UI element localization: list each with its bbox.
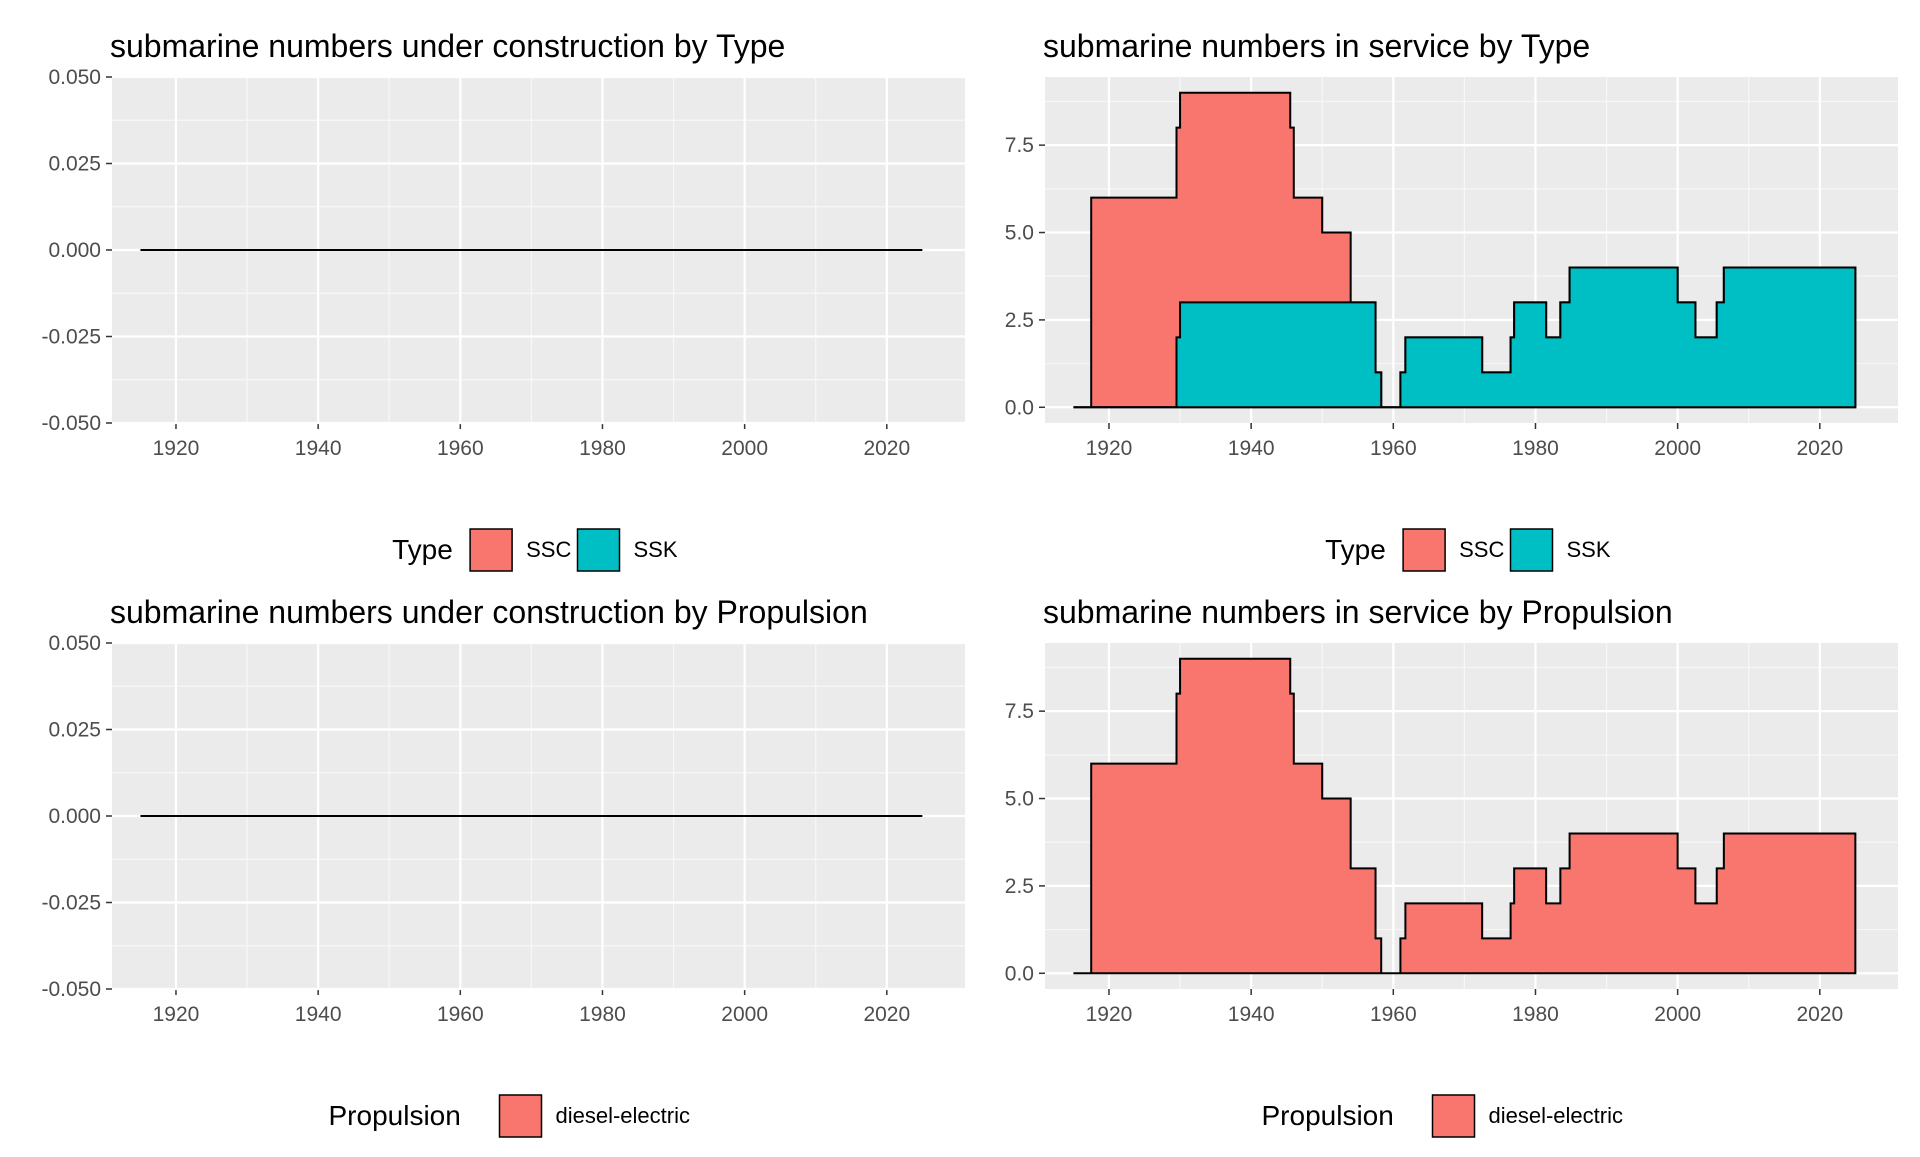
- y-tick-label: -0.050: [41, 978, 101, 1001]
- x-tick-label: 2020: [863, 1003, 910, 1026]
- legend-key-ssk: [576, 528, 621, 572]
- legend-label: SSC: [1459, 537, 1504, 562]
- x-tick-label: 1960: [437, 1003, 484, 1026]
- y-tick-label: 0.025: [48, 153, 101, 176]
- y-tick-label: 0.050: [48, 632, 101, 655]
- x-tick-label: 2020: [1796, 1003, 1843, 1026]
- legend: Type SSC SSK: [392, 528, 678, 572]
- legend-label: SSK: [1567, 537, 1611, 562]
- legend-key-ssc: [469, 528, 513, 572]
- y-tick-label: 0.000: [48, 239, 101, 262]
- legend-title: Propulsion: [329, 1100, 461, 1131]
- y-tick-label: 0.000: [48, 805, 101, 828]
- x-tick-label: 1920: [1086, 1003, 1133, 1026]
- x-tick-label: 1920: [153, 1003, 200, 1026]
- y-tick-label: 0.025: [48, 719, 101, 742]
- y-tick-label: 0.0: [1005, 396, 1034, 419]
- y-tick-label: 5.0: [1005, 788, 1034, 811]
- x-tick-label: 1940: [1228, 1003, 1275, 1026]
- x-tick-label: 1920: [1086, 437, 1133, 460]
- y-tick-label: 7.5: [1005, 700, 1034, 723]
- y-tick-label: 0.050: [48, 66, 101, 89]
- legend-label: diesel-electric: [556, 1103, 691, 1128]
- x-tick-label: 1980: [579, 1003, 626, 1026]
- legend-key-diesel-electric: [1431, 1094, 1476, 1138]
- x-tick-label: 1940: [295, 437, 342, 460]
- legend-title: Propulsion: [1262, 1100, 1394, 1131]
- y-tick-label: 0.0: [1005, 962, 1034, 985]
- chart-title: submarine numbers in service by Type: [1043, 28, 1590, 64]
- legend-key-ssc: [1402, 528, 1446, 572]
- x-tick-label: 2020: [863, 437, 910, 460]
- chart-4: submarine numbers in service by Propulsi…: [1005, 594, 1898, 1138]
- chart-2: submarine numbers in service by Type 1920…: [1005, 28, 1898, 572]
- x-tick-label: 2000: [1654, 437, 1701, 460]
- chart-title: submarine numbers under construction by …: [110, 28, 785, 64]
- legend-label: diesel-electric: [1489, 1103, 1624, 1128]
- legend-label: SSK: [634, 537, 678, 562]
- y-tick-label: 2.5: [1005, 875, 1034, 898]
- x-tick-label: 2000: [1654, 1003, 1701, 1026]
- x-tick-label: 1960: [1370, 437, 1417, 460]
- legend-key-ssk: [1509, 528, 1554, 572]
- x-tick-label: 1960: [437, 437, 484, 460]
- y-tick-label: 5.0: [1005, 222, 1034, 245]
- legend-key-diesel-electric: [498, 1094, 543, 1138]
- x-tick-label: 1940: [295, 1003, 342, 1026]
- chart-title: submarine numbers under construction by …: [110, 594, 868, 630]
- legend: Propulsion diesel-electric: [329, 1094, 691, 1138]
- x-tick-label: 1960: [1370, 1003, 1417, 1026]
- x-tick-label: 1980: [1512, 437, 1559, 460]
- chart-1: submarine numbers under construction by …: [41, 28, 965, 572]
- y-tick-label: -0.050: [41, 412, 101, 435]
- x-tick-label: 2000: [721, 437, 768, 460]
- legend-label: SSC: [526, 537, 571, 562]
- chart-3: submarine numbers under construction by …: [41, 594, 965, 1138]
- legend: Type SSC SSK: [1325, 528, 1611, 572]
- x-tick-label: 2020: [1796, 437, 1843, 460]
- y-tick-label: -0.025: [41, 892, 101, 915]
- y-tick-label: 7.5: [1005, 134, 1034, 157]
- series-area-diesel-electric: [1073, 657, 1857, 975]
- y-tick-label: 2.5: [1005, 309, 1034, 332]
- chart-title: submarine numbers in service by Propulsi…: [1043, 594, 1673, 630]
- x-tick-label: 1940: [1228, 437, 1275, 460]
- legend-title: Type: [1325, 534, 1386, 565]
- x-tick-label: 2000: [721, 1003, 768, 1026]
- legend: Propulsion diesel-electric: [1262, 1094, 1624, 1138]
- legend-title: Type: [392, 534, 453, 565]
- x-tick-label: 1980: [1512, 1003, 1559, 1026]
- x-tick-label: 1920: [153, 437, 200, 460]
- y-tick-label: -0.025: [41, 326, 101, 349]
- series-area-ssk: [1073, 266, 1857, 409]
- x-tick-label: 1980: [579, 437, 626, 460]
